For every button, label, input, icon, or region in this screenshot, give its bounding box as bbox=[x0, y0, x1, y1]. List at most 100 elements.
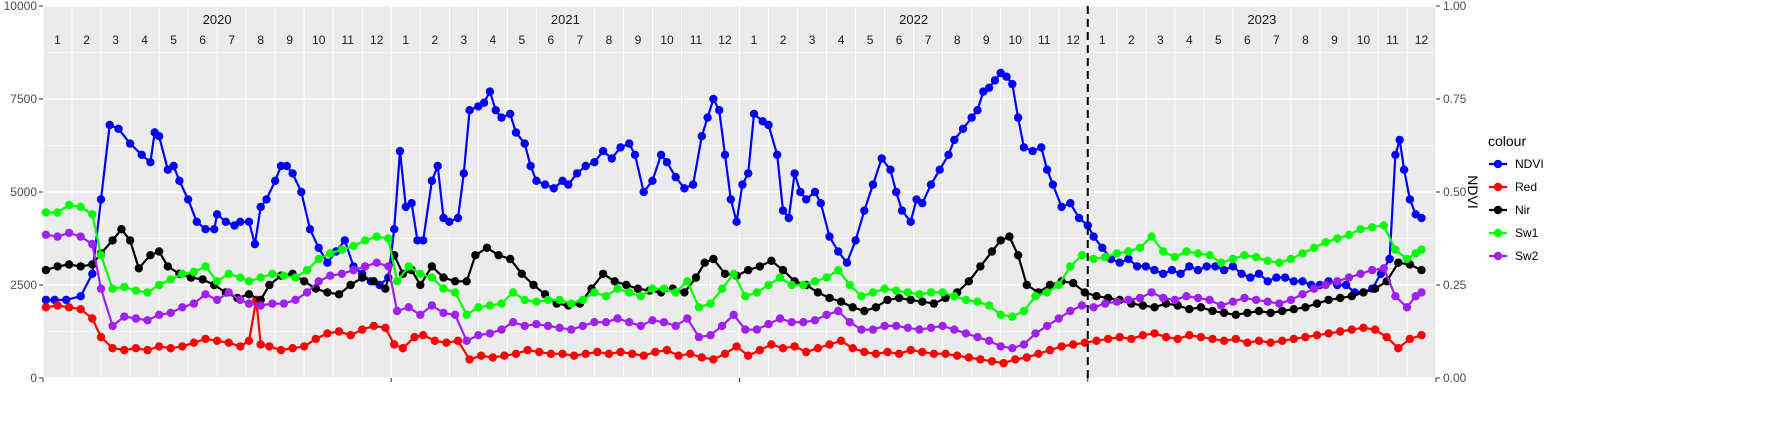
data-point bbox=[1103, 334, 1113, 344]
data-point bbox=[860, 347, 869, 357]
data-point bbox=[1028, 146, 1037, 156]
data-point bbox=[778, 206, 788, 215]
data-point bbox=[822, 310, 831, 319]
data-point bbox=[1208, 306, 1217, 316]
data-point bbox=[125, 236, 135, 245]
data-point bbox=[201, 262, 210, 271]
month-label: 2 bbox=[1128, 33, 1135, 47]
data-point bbox=[1219, 308, 1229, 318]
data-point bbox=[212, 336, 222, 345]
data-point bbox=[276, 161, 286, 171]
data-point bbox=[842, 258, 852, 267]
data-point bbox=[506, 109, 515, 119]
data-point bbox=[1045, 345, 1055, 355]
data-point bbox=[810, 316, 820, 325]
data-point bbox=[76, 292, 85, 301]
data-point bbox=[610, 277, 619, 286]
data-point bbox=[1394, 344, 1403, 353]
data-point bbox=[439, 308, 448, 318]
data-point bbox=[154, 132, 164, 141]
data-point bbox=[497, 299, 506, 308]
data-point bbox=[1150, 303, 1159, 312]
data-point bbox=[581, 161, 590, 171]
data-point bbox=[717, 321, 727, 331]
data-point bbox=[868, 180, 878, 189]
month-label: 9 bbox=[286, 33, 293, 47]
data-point bbox=[439, 284, 448, 293]
month-label: 3 bbox=[809, 33, 816, 47]
month-label: 8 bbox=[606, 33, 613, 47]
data-point bbox=[961, 295, 971, 305]
data-point bbox=[961, 329, 971, 338]
data-point bbox=[465, 355, 474, 364]
data-point bbox=[360, 262, 370, 271]
data-point bbox=[392, 277, 402, 286]
month-label: 9 bbox=[635, 33, 642, 47]
data-point bbox=[892, 187, 901, 197]
data-point bbox=[648, 284, 657, 293]
data-point bbox=[398, 344, 408, 353]
month-label: 10 bbox=[660, 33, 674, 47]
data-point bbox=[236, 217, 245, 226]
month-labels: 1 2 3 4 5 6 7 8 9 10 11 12 1 2 3 4 5 6 7 8 9 10 11 12 1 2 3 4 5 6 7 8 9 1… bbox=[54, 33, 1428, 47]
data-point bbox=[282, 161, 291, 171]
data-point bbox=[648, 176, 657, 185]
month-label: 9 bbox=[1331, 33, 1338, 47]
data-point bbox=[950, 135, 959, 145]
legend-item-nir: Nir bbox=[1489, 203, 1530, 217]
series-sw2 bbox=[41, 228, 1426, 353]
data-point bbox=[984, 336, 994, 345]
data-point bbox=[1344, 273, 1354, 282]
data-point bbox=[633, 284, 643, 293]
data-point bbox=[1150, 329, 1159, 338]
data-point bbox=[926, 288, 936, 297]
data-point bbox=[108, 284, 117, 293]
data-point bbox=[984, 83, 994, 93]
data-point bbox=[1124, 254, 1133, 264]
data-point bbox=[1150, 265, 1159, 275]
data-point bbox=[1112, 249, 1122, 258]
data-point bbox=[1011, 355, 1020, 364]
data-point bbox=[1141, 262, 1151, 271]
data-point bbox=[1219, 336, 1229, 345]
month-label: 1 bbox=[751, 33, 758, 47]
data-point bbox=[244, 290, 254, 299]
data-point bbox=[1324, 329, 1333, 338]
data-point bbox=[906, 217, 915, 226]
legend-item-sw1: Sw1 bbox=[1489, 226, 1539, 240]
data-point bbox=[236, 273, 245, 282]
data-point bbox=[358, 273, 367, 282]
data-point bbox=[581, 349, 590, 358]
data-point bbox=[392, 306, 402, 316]
data-point bbox=[390, 340, 399, 349]
data-point bbox=[146, 251, 155, 260]
data-point bbox=[671, 321, 680, 331]
data-point bbox=[1417, 265, 1426, 275]
data-point bbox=[1127, 334, 1136, 344]
data-point bbox=[1301, 332, 1310, 342]
data-point bbox=[590, 318, 599, 327]
y-axis-left: 0 2500 5000 7500 10000 bbox=[4, 0, 43, 385]
data-point bbox=[845, 280, 854, 290]
data-point bbox=[688, 180, 698, 189]
y2-tick-label: 0.00 bbox=[1443, 371, 1467, 385]
data-point bbox=[271, 176, 280, 185]
data-point bbox=[497, 113, 506, 122]
data-point bbox=[1263, 297, 1272, 306]
data-point bbox=[1147, 288, 1156, 297]
data-point bbox=[349, 241, 358, 251]
data-point bbox=[314, 243, 323, 252]
data-point bbox=[337, 245, 347, 254]
data-point bbox=[1135, 293, 1145, 303]
year-label: 2022 bbox=[899, 12, 928, 27]
data-point bbox=[212, 295, 222, 305]
month-label: 3 bbox=[1157, 33, 1164, 47]
data-point bbox=[1231, 310, 1241, 319]
data-point bbox=[96, 251, 106, 260]
data-point bbox=[857, 292, 866, 301]
data-point bbox=[474, 303, 483, 312]
data-point bbox=[224, 288, 233, 297]
data-point bbox=[413, 236, 422, 245]
data-point bbox=[256, 301, 265, 310]
data-point bbox=[323, 258, 332, 267]
